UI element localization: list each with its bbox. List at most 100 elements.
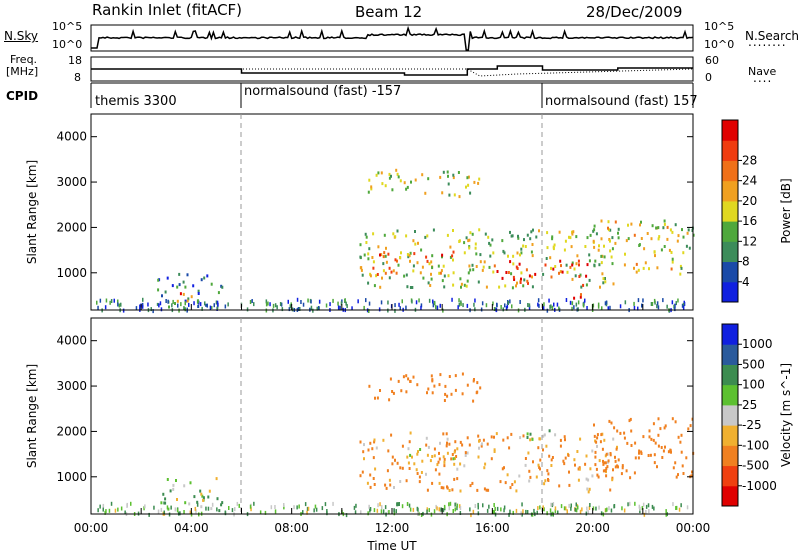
heatmap-cell xyxy=(483,260,486,264)
heatmap-cell xyxy=(670,251,673,254)
heatmap-cell xyxy=(377,503,379,508)
heatmap-cell xyxy=(531,243,534,246)
heatmap-cell xyxy=(551,456,554,459)
heatmap-cell xyxy=(463,283,466,287)
heatmap-cell xyxy=(578,467,581,471)
heatmap-cell xyxy=(504,303,506,308)
heatmap-cell xyxy=(575,235,578,239)
cpid-segment-2: normalsound (fast) -157 xyxy=(244,84,402,99)
heatmap-cell xyxy=(385,486,388,490)
heatmap-cell xyxy=(143,506,145,511)
heatmap-cell xyxy=(394,308,396,313)
nave-dots: .... xyxy=(753,71,773,85)
heatmap-cell xyxy=(524,457,527,460)
heatmap-cell xyxy=(494,506,496,511)
heatmap-cell xyxy=(426,391,428,395)
heatmap-cell xyxy=(227,302,229,307)
heatmap-cell xyxy=(293,505,295,510)
heatmap-cell xyxy=(603,438,606,442)
heatmap-cell xyxy=(312,308,314,313)
heatmap-cell xyxy=(452,457,455,461)
heatmap-cell xyxy=(657,417,660,421)
heatmap-cell xyxy=(519,436,522,440)
heatmap-cell xyxy=(394,458,396,462)
heatmap-cell xyxy=(558,306,560,311)
heatmap-cell xyxy=(642,502,645,507)
heatmap-cell xyxy=(406,502,409,506)
heatmap-cell xyxy=(471,481,474,485)
heatmap-cell xyxy=(580,285,583,289)
heatmap-cell xyxy=(608,238,611,241)
heatmap-cell xyxy=(595,440,598,444)
heatmap-cell xyxy=(563,435,566,439)
heatmap-cell xyxy=(469,191,472,195)
heatmap-cell xyxy=(544,479,547,483)
heatmap-cell xyxy=(415,468,418,472)
heatmap-cell xyxy=(543,482,546,486)
heatmap-cell xyxy=(203,276,206,280)
freq-trace xyxy=(91,65,693,76)
heatmap-cell xyxy=(443,399,446,402)
heatmap-cell xyxy=(325,303,328,308)
heatmap-cell xyxy=(448,489,451,492)
colorbar-label: Power [dB] xyxy=(779,178,793,243)
freq-label-line2: [MHz] xyxy=(6,65,39,78)
heatmap-cell xyxy=(337,305,340,310)
heatmap-cell xyxy=(445,444,448,448)
heatmap-cell xyxy=(414,178,417,182)
heatmap-cell xyxy=(597,475,600,479)
nsky-left-tick-bottom: 10^0 xyxy=(52,38,83,51)
heatmap-cell xyxy=(97,305,99,310)
heatmap-cell xyxy=(588,278,591,282)
heatmap-cell xyxy=(189,510,192,515)
heatmap-cell xyxy=(416,383,419,387)
heatmap-cell xyxy=(381,182,384,186)
heatmap-cell xyxy=(475,265,478,268)
heatmap-cell xyxy=(217,291,220,295)
heatmap-cell xyxy=(375,446,378,450)
heatmap-cell xyxy=(418,475,421,479)
heatmap-cell xyxy=(502,438,505,442)
heatmap-cell xyxy=(608,506,610,511)
heatmap-cell xyxy=(621,506,623,511)
heatmap-cell xyxy=(554,433,557,437)
colorbar-segment xyxy=(722,384,738,406)
heatmap-cell xyxy=(454,507,456,512)
heatmap-cell xyxy=(687,427,690,431)
heatmap-cell xyxy=(581,507,583,512)
heatmap-cell xyxy=(392,391,395,395)
heatmap-cell xyxy=(205,506,207,511)
heatmap-cell xyxy=(458,302,461,307)
heatmap-cell xyxy=(605,474,608,478)
heatmap-cell xyxy=(528,479,531,483)
heatmap-cell xyxy=(594,450,597,454)
heatmap-cell xyxy=(157,278,160,282)
heatmap-cell xyxy=(638,244,641,247)
heatmap-cell xyxy=(593,423,595,427)
heatmap-cell xyxy=(586,236,589,240)
heatmap-cell xyxy=(360,510,362,515)
heatmap-cell xyxy=(413,252,416,256)
heatmap-cell xyxy=(623,436,626,440)
heatmap-cell xyxy=(671,300,674,305)
heatmap-cell xyxy=(287,299,289,304)
heatmap-cell xyxy=(611,236,614,240)
heatmap-cell xyxy=(216,306,219,311)
heatmap-cell xyxy=(465,236,468,240)
heatmap-cell xyxy=(625,239,628,243)
heatmap-cell xyxy=(429,459,432,463)
heatmap-cell xyxy=(523,238,525,242)
heatmap-cell xyxy=(274,509,277,514)
heatmap-cell xyxy=(425,255,428,259)
heatmap-cell xyxy=(677,435,680,439)
heatmap-cell xyxy=(505,271,508,274)
heatmap-cell xyxy=(518,262,521,266)
heatmap-cell xyxy=(117,299,119,304)
heatmap-cell xyxy=(628,419,631,423)
heatmap-cell xyxy=(430,272,432,276)
heatmap-cell xyxy=(542,448,544,452)
heatmap-cell xyxy=(596,473,599,477)
heatmap-cell xyxy=(512,275,515,279)
power-ytick-label: 4000 xyxy=(56,130,87,144)
heatmap-cell xyxy=(591,474,594,478)
